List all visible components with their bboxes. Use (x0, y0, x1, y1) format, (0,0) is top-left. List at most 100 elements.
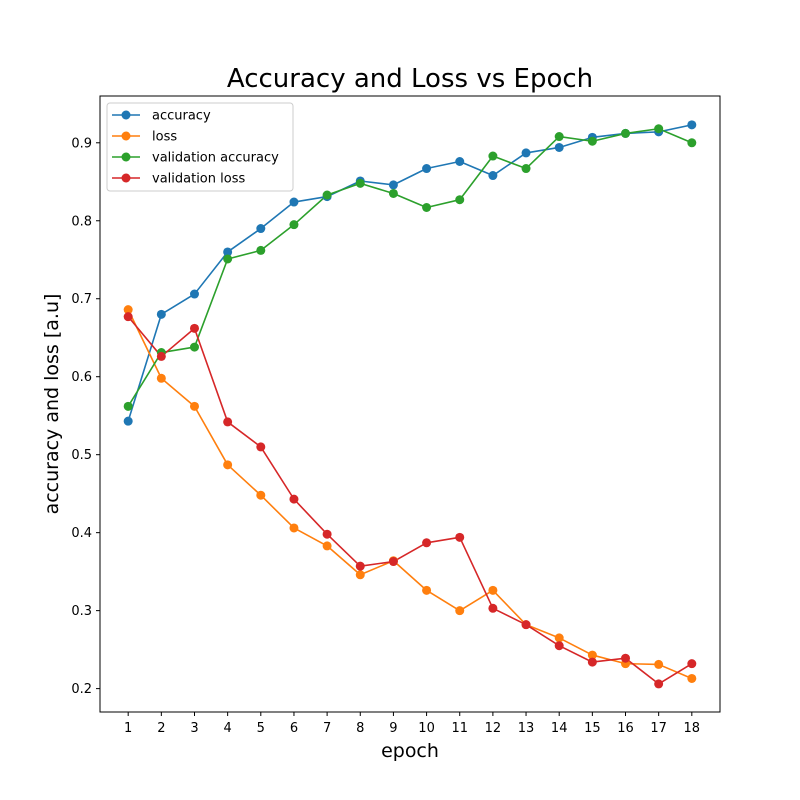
data-point-loss (289, 523, 299, 533)
y-tick-label: 0.7 (71, 292, 92, 307)
y-tick-label: 0.5 (71, 448, 92, 463)
data-point-validation-accuracy (687, 138, 697, 148)
y-tick-label: 0.8 (71, 214, 92, 229)
data-point-loss (488, 585, 498, 595)
data-point-loss (554, 633, 564, 643)
x-tick-label: 12 (485, 721, 502, 736)
x-tick-label: 4 (224, 721, 232, 736)
data-point-validation-loss (355, 561, 365, 571)
data-point-validation-accuracy (123, 401, 133, 411)
data-point-loss (223, 460, 233, 470)
x-tick-label: 6 (290, 721, 298, 736)
data-point-validation-accuracy (455, 195, 465, 205)
data-point-accuracy (256, 224, 266, 234)
data-point-validation-loss (621, 653, 631, 663)
data-point-validation-loss (156, 351, 166, 361)
data-point-validation-loss (322, 529, 332, 539)
data-point-accuracy (554, 142, 564, 152)
y-tick-label: 0.9 (71, 136, 92, 151)
data-point-accuracy (455, 156, 465, 166)
data-point-loss (687, 673, 697, 683)
data-point-validation-loss (455, 532, 465, 542)
legend-swatch-marker (121, 110, 131, 120)
data-point-validation-accuracy (587, 136, 597, 146)
x-tick-label: 10 (418, 721, 435, 736)
data-point-validation-loss (554, 641, 564, 651)
data-point-accuracy (289, 197, 299, 207)
chart-title: Accuracy and Loss vs Epoch (227, 64, 593, 94)
plot-frame (99, 95, 721, 713)
data-point-loss (587, 650, 597, 660)
data-point-validation-loss (256, 442, 266, 452)
x-tick-label: 9 (389, 721, 397, 736)
series-line-validation-loss (127, 316, 693, 685)
series-line-validation-accuracy (127, 127, 693, 407)
x-tick-label: 15 (584, 721, 601, 736)
data-point-loss (189, 401, 199, 411)
data-point-accuracy (123, 416, 133, 426)
data-point-loss (156, 373, 166, 383)
x-tick-label: 3 (190, 721, 198, 736)
x-tick-label: 13 (518, 721, 535, 736)
data-point-loss (256, 490, 266, 500)
data-point-accuracy (488, 171, 498, 181)
data-point-validation-loss (388, 557, 398, 567)
data-point-accuracy (223, 247, 233, 257)
x-axis: 1 2 3 4 5 6 7 8 9 10 11 12 13 14 15 16 17 18 (124, 712, 700, 736)
data-point-accuracy (687, 120, 697, 130)
legend-swatch-marker (121, 131, 131, 141)
x-tick-label: 18 (684, 721, 701, 736)
data-point-validation-loss (521, 620, 531, 630)
x-tick-label: 5 (257, 721, 265, 736)
x-tick-label: 16 (617, 721, 634, 736)
data-point-validation-loss (654, 679, 664, 689)
data-point-accuracy (189, 289, 199, 299)
legend-swatch-marker (121, 152, 131, 162)
data-point-validation-accuracy (223, 254, 233, 264)
x-tick-label: 1 (124, 721, 132, 736)
data-point-validation-accuracy (654, 124, 664, 134)
data-point-validation-loss (289, 494, 299, 504)
data-point-loss (455, 606, 465, 616)
y-tick-label: 0.6 (71, 370, 92, 385)
x-axis-label: epoch (381, 740, 439, 762)
data-point-validation-accuracy (422, 203, 432, 213)
data-point-validation-loss (123, 312, 133, 322)
y-tick-label: 0.3 (71, 604, 92, 619)
x-tick-label: 7 (323, 721, 331, 736)
data-point-validation-loss (223, 417, 233, 427)
legend-entry: loss (152, 130, 177, 145)
data-point-validation-accuracy (554, 132, 564, 142)
data-point-validation-loss (189, 323, 199, 333)
x-tick-label: 14 (551, 721, 568, 736)
data-point-validation-accuracy (322, 190, 332, 200)
x-tick-label: 8 (356, 721, 364, 736)
legend-entry: validation accuracy (152, 151, 279, 166)
series-line-loss (127, 309, 693, 680)
plot-lines (127, 124, 693, 685)
data-point-accuracy (521, 148, 531, 158)
data-point-validation-accuracy (388, 188, 398, 198)
legend-swatch-marker (121, 173, 131, 183)
plot-markers (123, 120, 697, 689)
data-point-validation-accuracy (621, 128, 631, 138)
data-point-validation-accuracy (189, 342, 199, 352)
y-axis-label: accuracy and loss [a.u] (41, 294, 63, 515)
legend-entry: validation loss (152, 172, 245, 187)
data-point-accuracy (422, 164, 432, 174)
data-point-validation-accuracy (521, 164, 531, 174)
x-tick-label: 11 (451, 721, 468, 736)
data-point-validation-loss (488, 603, 498, 613)
data-point-validation-accuracy (289, 220, 299, 230)
data-point-accuracy (388, 180, 398, 190)
data-point-validation-accuracy (256, 245, 266, 255)
data-point-validation-loss (587, 657, 597, 667)
data-point-validation-accuracy (488, 151, 498, 161)
x-tick-label: 2 (157, 721, 165, 736)
legend-entry: accuracy (152, 109, 211, 124)
data-point-loss (422, 585, 432, 595)
y-tick-label: 0.4 (71, 526, 92, 541)
data-point-validation-loss (687, 659, 697, 669)
data-point-accuracy (156, 309, 166, 319)
data-point-validation-accuracy (355, 178, 365, 188)
